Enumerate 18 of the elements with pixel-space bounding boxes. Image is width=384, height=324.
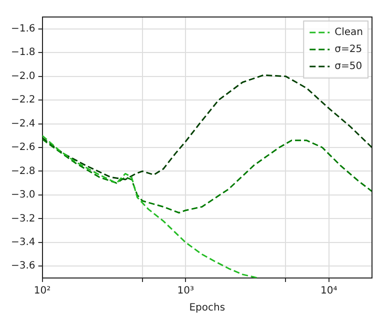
x-tick-label: 10² [34,286,51,297]
y-tick-label: −1.8 [10,47,36,58]
y-tick-label: −2.8 [10,166,36,177]
y-tick-label: −2.6 [10,142,36,154]
y-tick-label: −3.0 [10,190,36,201]
y-tick-label: −1.6 [10,23,36,34]
y-tick-label: −2.0 [10,70,36,82]
y-tick-label: −2.2 [10,94,36,106]
x-axis-title: Epochs [189,302,226,314]
y-tick-label: −2.4 [10,118,36,130]
legend-label: σ=50 [334,61,362,72]
y-tick-label: −3.6 [10,260,36,272]
legend-label: σ=25 [334,44,362,56]
x-tick-label: 10³ [177,286,194,297]
y-tick-label: −3.4 [10,237,36,248]
x-tick-label: 10⁴ [320,286,338,297]
y-tick-label: −3.2 [10,213,36,224]
legend-label: Clean [334,27,364,38]
